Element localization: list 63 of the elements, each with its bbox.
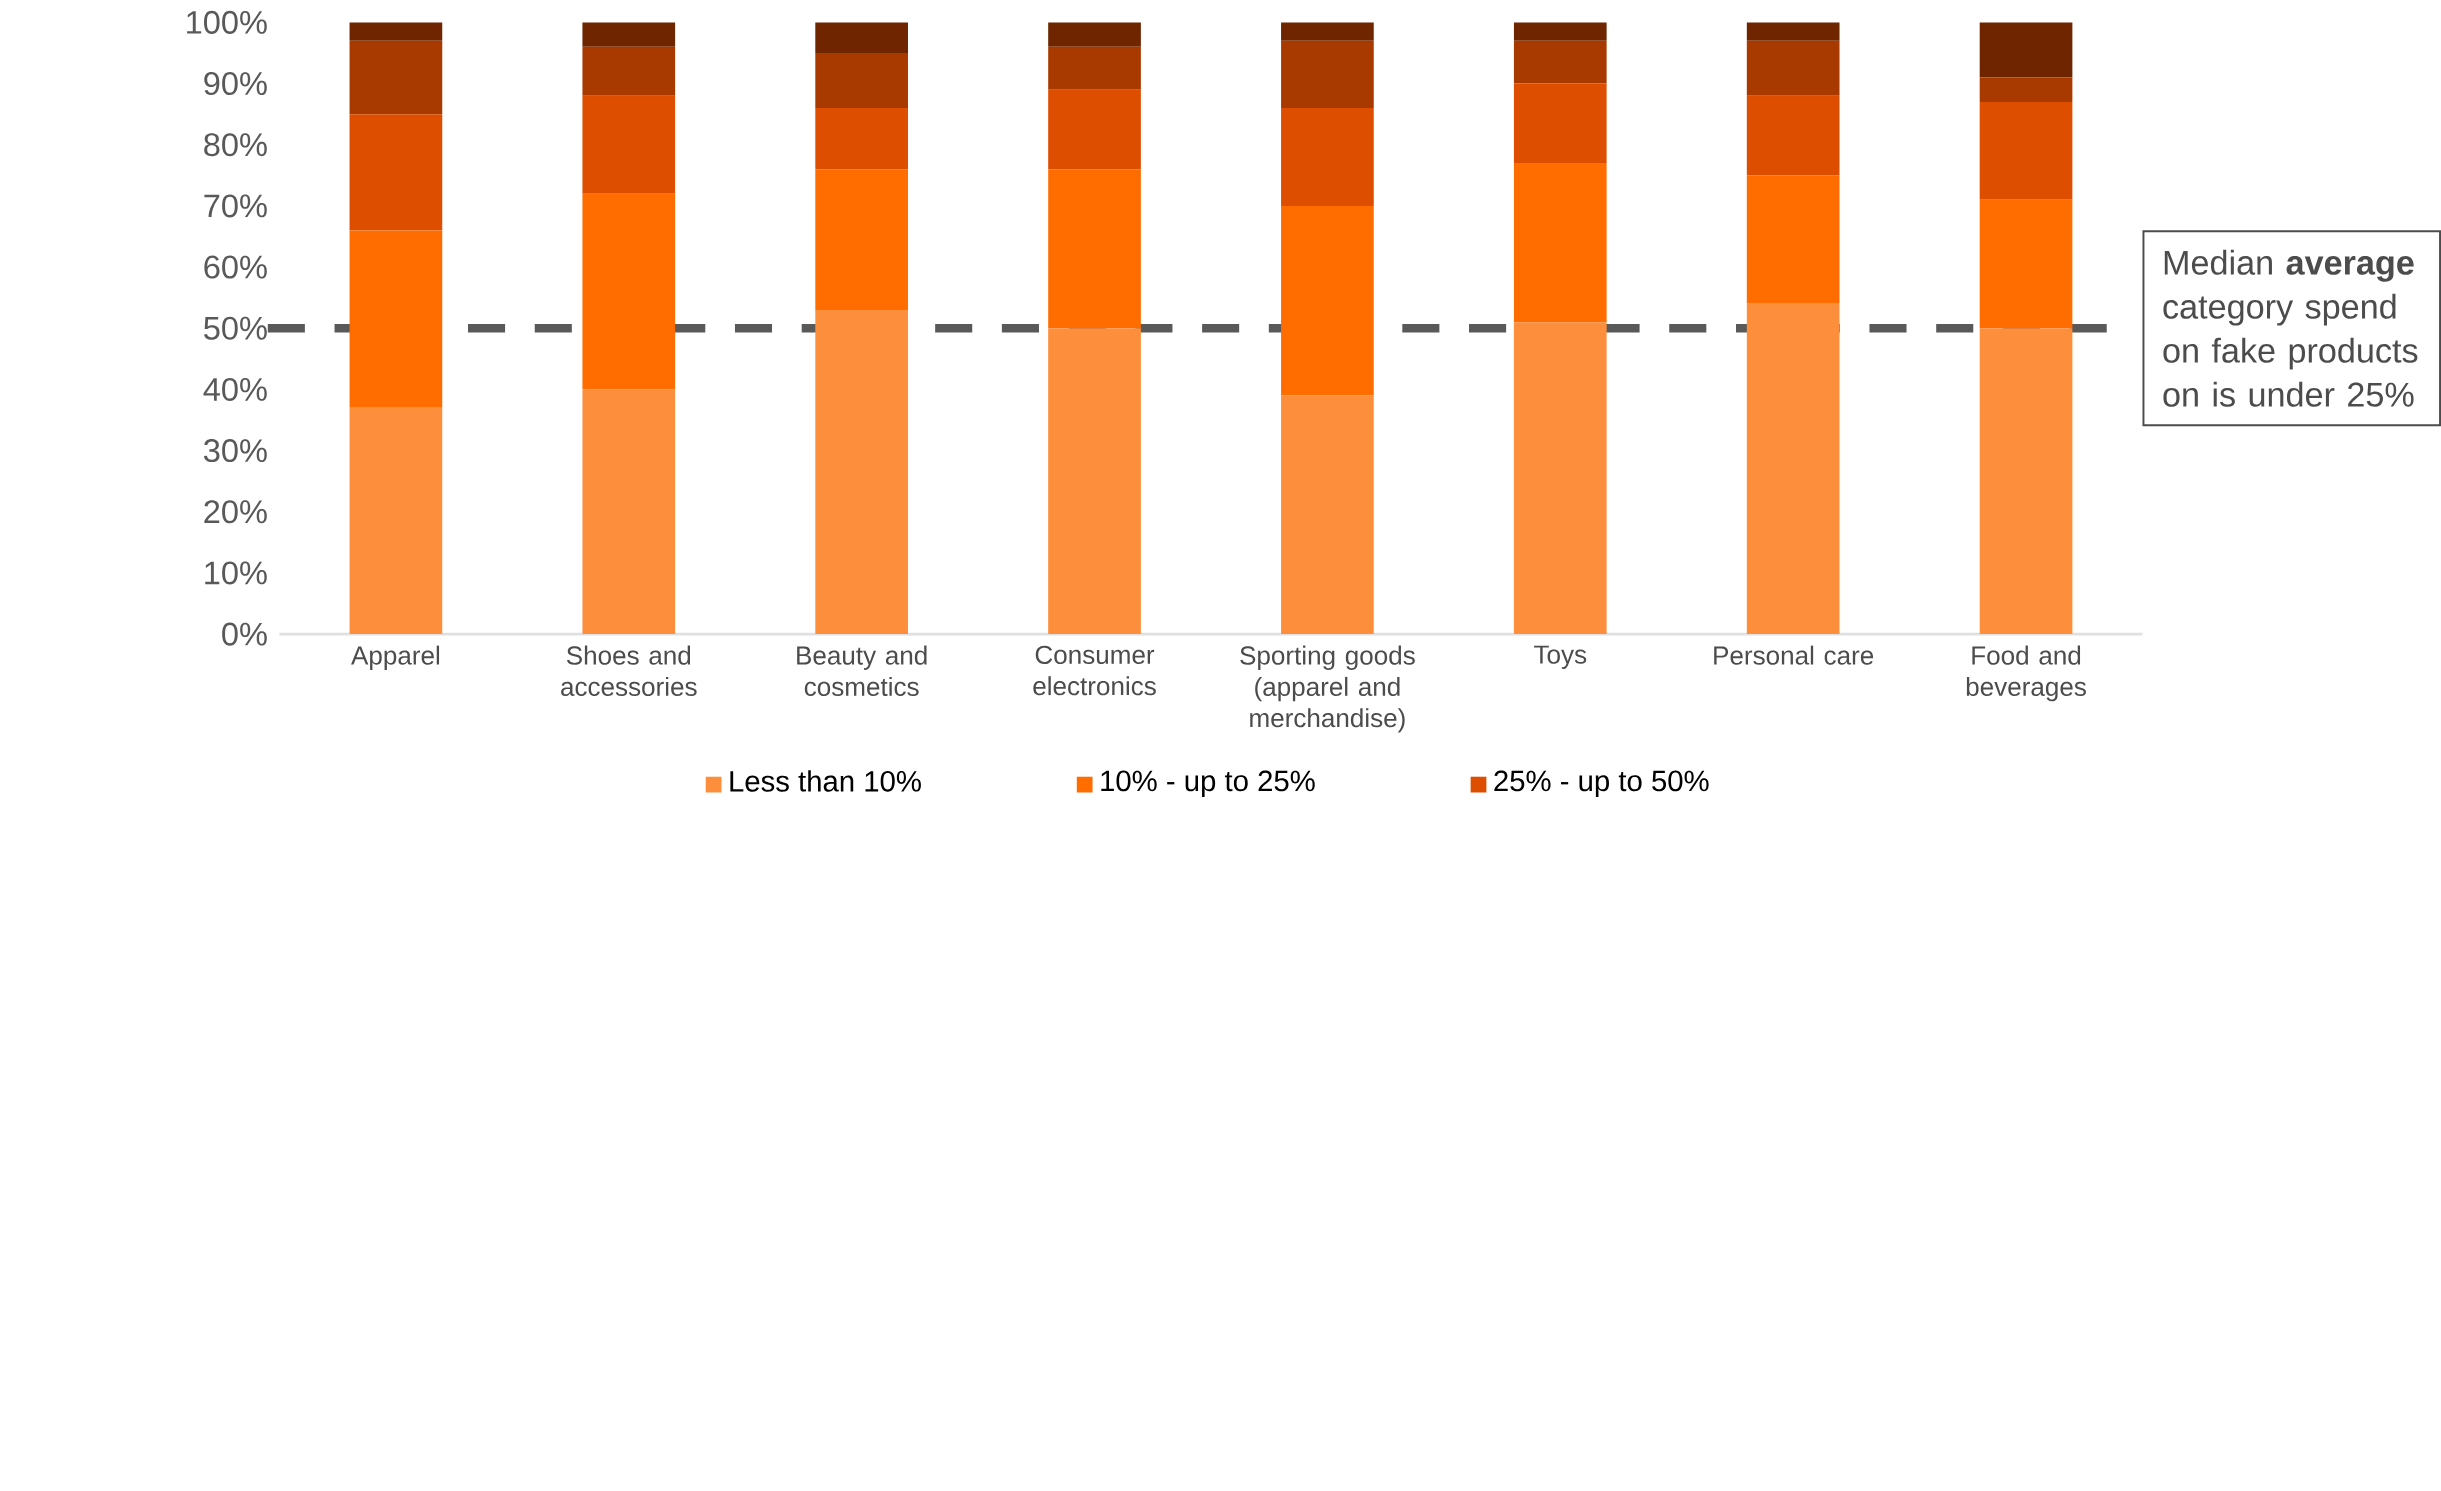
bar	[1048, 89, 1141, 170]
bar	[1979, 200, 2073, 329]
bar	[1979, 102, 2073, 201]
bar	[815, 108, 908, 170]
bar	[1513, 322, 1607, 635]
bar	[1048, 22, 1141, 48]
bar	[582, 193, 676, 390]
bar	[582, 389, 676, 635]
x-tick-label: Toys	[1534, 645, 1587, 670]
x-tick-label: Consumer electronics	[1033, 645, 1156, 696]
bar	[582, 96, 676, 194]
y-tick-label: 10%	[205, 561, 267, 585]
bar	[1979, 77, 2073, 103]
bar	[349, 40, 443, 115]
legend-label: 10% - up to 25%	[1101, 770, 1315, 798]
bar	[1979, 328, 2073, 635]
bar	[815, 53, 908, 109]
bar	[815, 22, 908, 54]
bar	[1513, 163, 1607, 323]
y-tick-label: 0%	[222, 622, 267, 646]
bar	[1281, 206, 1374, 396]
legend-label: Less than 10%	[730, 770, 921, 792]
bar	[582, 47, 676, 97]
y-tick-label: 30%	[203, 439, 267, 463]
x-tick-label: Personal care	[1714, 645, 1874, 665]
y-tick-label: 70%	[204, 194, 267, 218]
y-tick-label: 100%	[187, 11, 267, 35]
bar	[1048, 47, 1141, 90]
y-tick-label: 40%	[203, 378, 267, 402]
y-tick-label: 20%	[204, 500, 267, 524]
x-tick-label: Beauty and cosmetics	[797, 645, 927, 697]
bar	[1513, 83, 1607, 164]
y-tick-label: 80%	[204, 133, 267, 157]
y-tick-label: 50%	[204, 316, 267, 340]
bar	[1281, 108, 1374, 207]
bar	[1281, 395, 1374, 635]
bar	[582, 22, 676, 48]
x-tick-label: Shoes and accessories	[561, 645, 697, 697]
y-tick-label: 60%	[204, 255, 267, 279]
bar	[1281, 22, 1374, 41]
bar	[815, 310, 908, 635]
bar	[1746, 175, 1840, 304]
bar	[1281, 40, 1374, 109]
bar	[1746, 304, 1840, 635]
text: Median average category spend on fake products on is under 25%	[2163, 249, 2418, 408]
bar	[1746, 96, 1840, 176]
bar	[1746, 40, 1840, 97]
bar	[1513, 40, 1607, 84]
bar	[349, 114, 443, 231]
x-tick-label: Apparel	[351, 645, 440, 671]
bar	[349, 230, 443, 408]
bar	[1746, 22, 1840, 41]
bar	[1048, 328, 1141, 635]
x-tick-label: Food and beverages	[1966, 645, 2086, 702]
bar	[349, 408, 443, 635]
bar	[815, 169, 908, 311]
legend-label: 25% - up to 50%	[1494, 770, 1709, 798]
bar	[1048, 169, 1141, 329]
bar	[1513, 22, 1607, 41]
x-tick-label: Sporting goods (apparel and merchandise)	[1240, 645, 1415, 733]
bar	[1979, 22, 2073, 78]
bar	[349, 22, 443, 41]
y-tick-label: 90%	[204, 72, 267, 96]
